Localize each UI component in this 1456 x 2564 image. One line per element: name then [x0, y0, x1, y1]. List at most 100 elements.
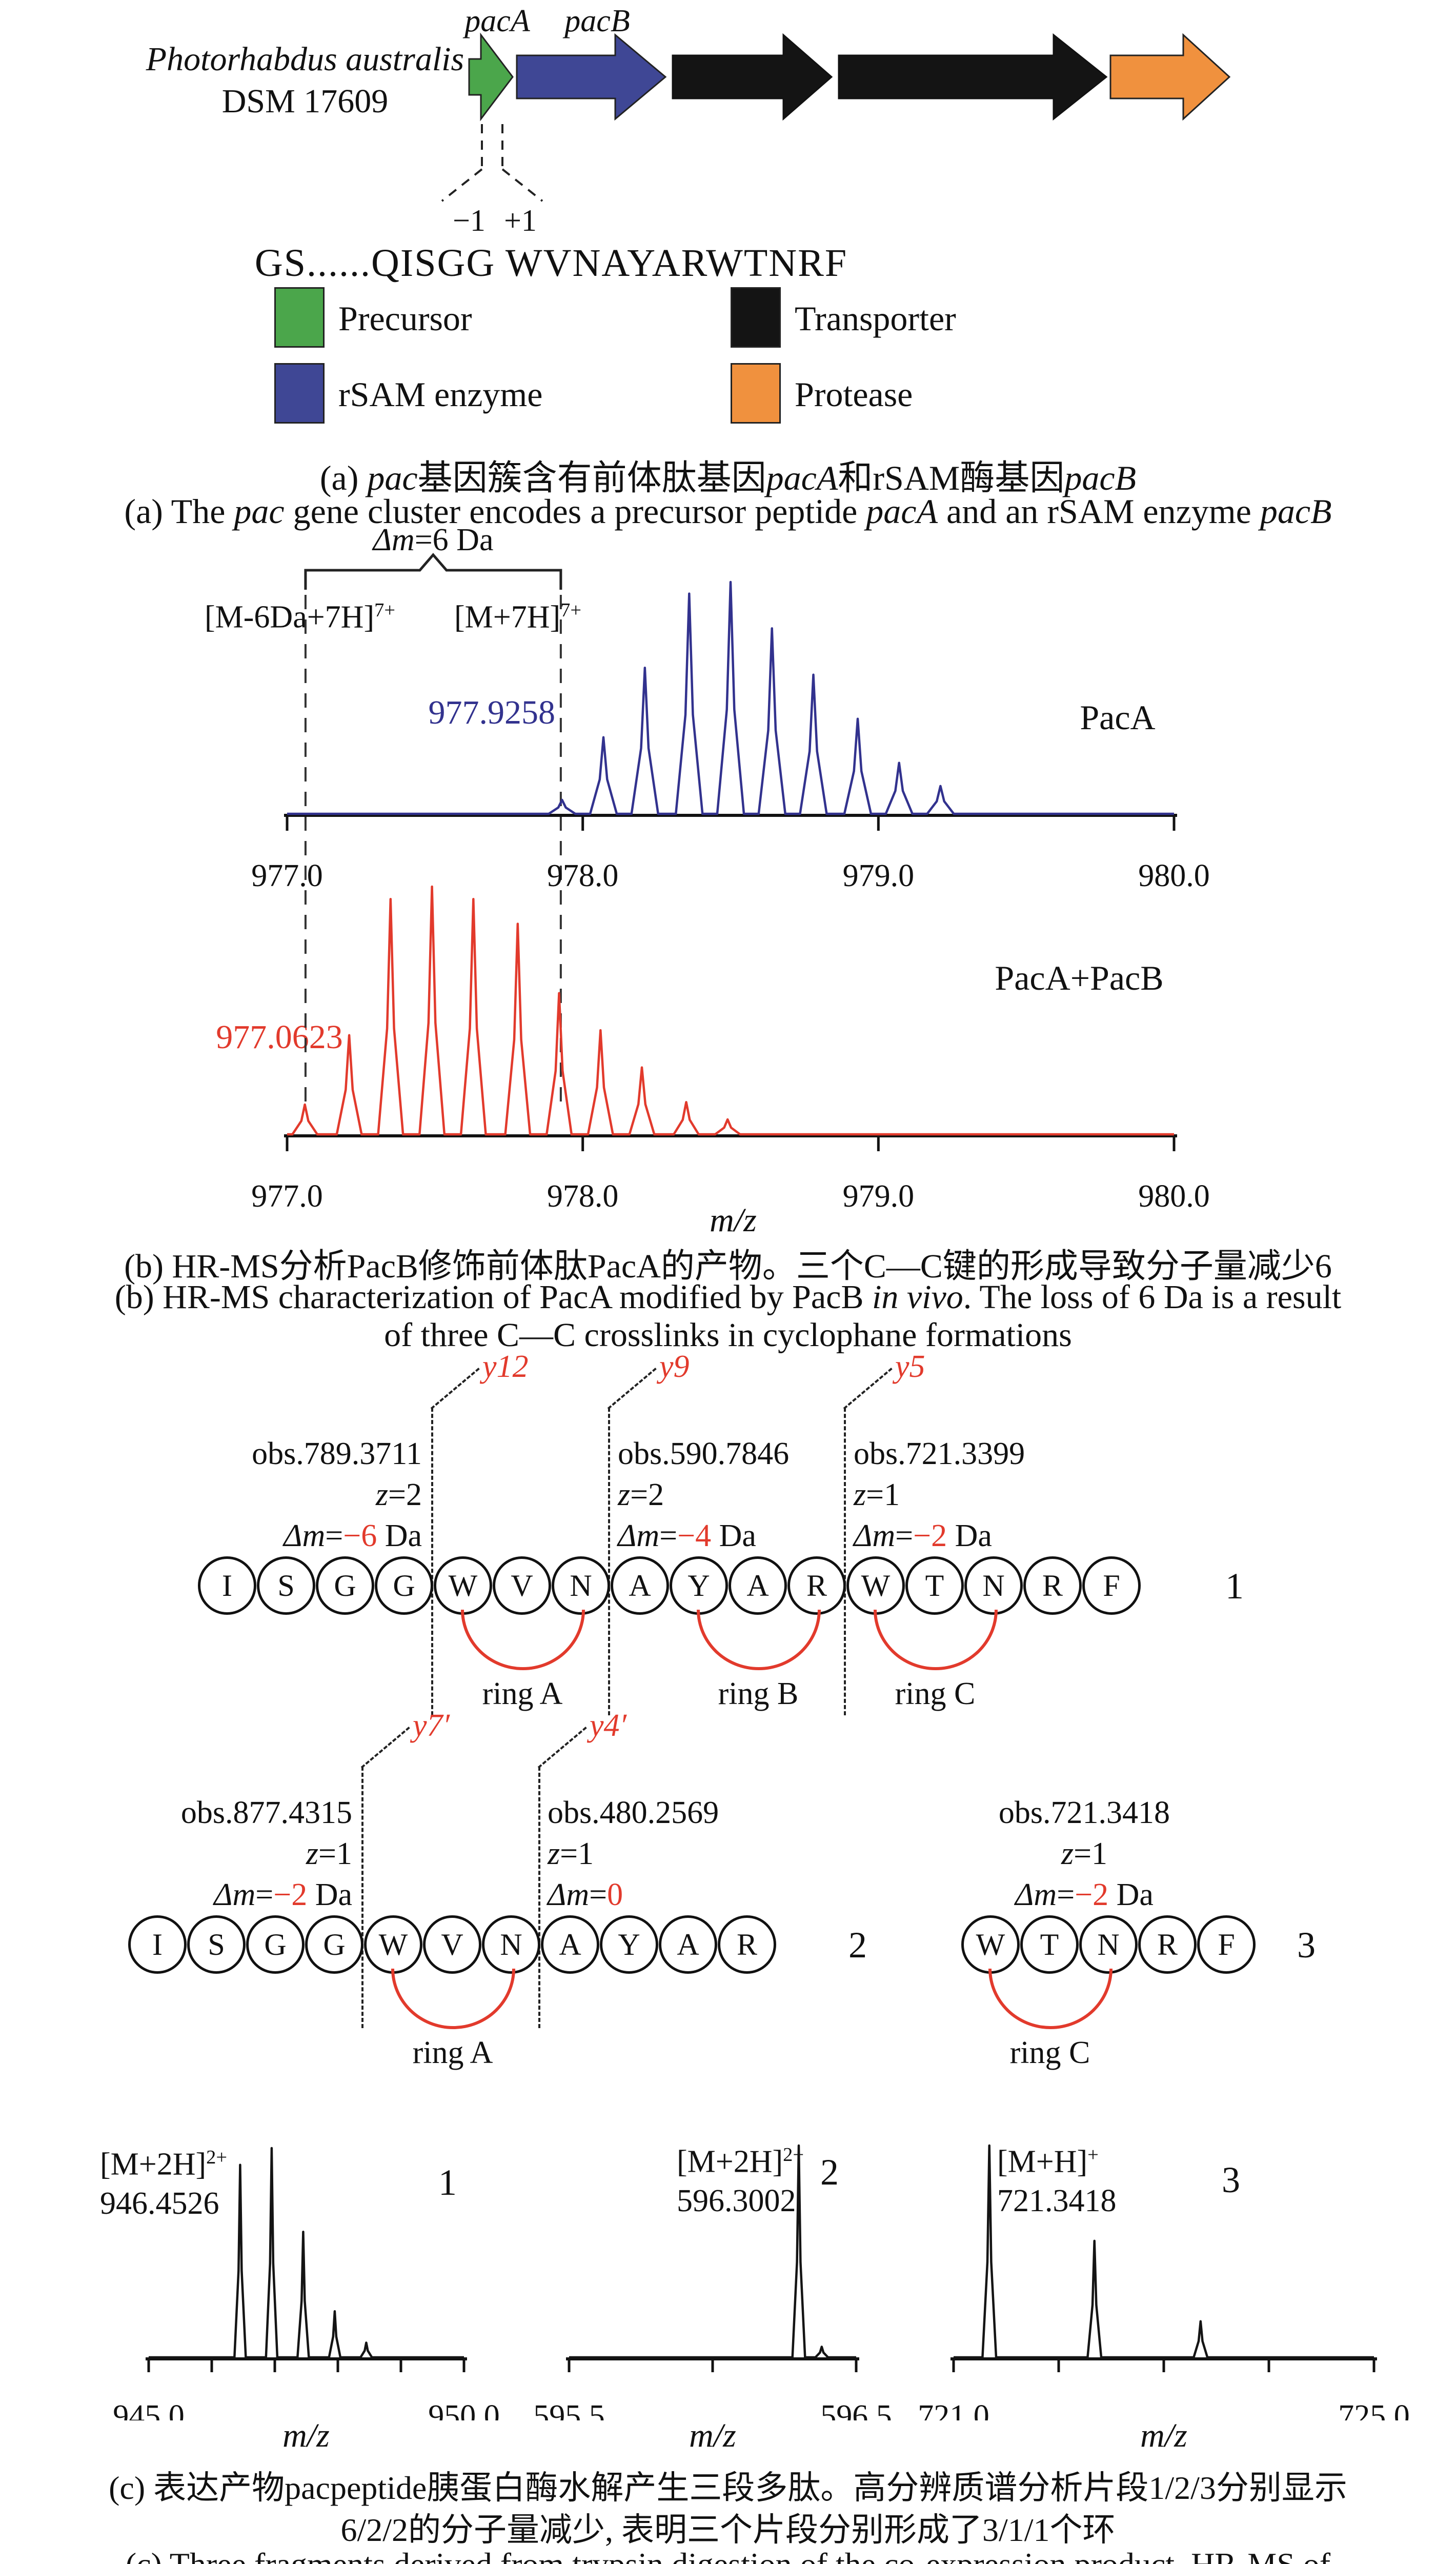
fragment1-annotation-y5: obs.721.3399 z=1 Δm=−2 Da	[854, 1436, 1025, 1553]
monoisotopic-value-pacA: 977.9258	[428, 694, 556, 731]
legend-label-precursor: Precursor	[338, 299, 472, 338]
series-label-pacA-pacB: PacA+PacB	[995, 958, 1164, 997]
fragment1-cut-slant-y9	[607, 1368, 657, 1410]
fragment2-annotation-y7: obs.877.4315 z=1 Δm=−2 Da	[180, 1795, 352, 1912]
fragment2-cut-label-y4: y4′	[590, 1708, 627, 1743]
ring-a-arc	[461, 1610, 585, 1670]
fragment1-cut-slant-y12	[430, 1368, 480, 1410]
residue: W	[364, 1915, 422, 1974]
cleavage-marker-plus1: +1	[504, 204, 537, 237]
fragment2-number: 2	[848, 1925, 867, 1966]
residue: R	[1023, 1556, 1082, 1615]
svg-text:596.5: 596.5	[820, 2399, 892, 2420]
fragment2-cut-slant-y4	[537, 1727, 587, 1769]
gene-arrow-transporter-2	[838, 33, 1108, 121]
residue: W	[434, 1556, 492, 1615]
fragment3-spectrum-number: 3	[1222, 2159, 1240, 2200]
fragment1-annotation-y12: obs.789.3711 z=2 Δm=−6 Da	[252, 1436, 422, 1553]
residue: V	[423, 1915, 481, 1974]
ring-c-arc	[874, 1610, 998, 1670]
residue: R	[1138, 1915, 1197, 1974]
legend-swatch-transporter	[731, 287, 781, 348]
legend-swatch-precursor	[274, 287, 325, 348]
caption-a-en: (a) The pac gene cluster encodes a precu…	[124, 492, 1332, 531]
fragment1-spectrum-number: 1	[438, 2162, 457, 2203]
ring-a-label: ring A	[482, 1676, 563, 1711]
fragment2-annotation-y4: obs.480.2569 z=1 Δm=0	[548, 1795, 719, 1912]
residue: F	[1197, 1915, 1256, 1974]
fragment3-mass-value: 721.3418	[997, 2184, 1117, 2218]
residue: G	[375, 1556, 433, 1615]
fragment2-cut-label-y7: y7′	[413, 1708, 450, 1743]
residue: R	[787, 1556, 846, 1615]
residue: S	[187, 1915, 246, 1974]
residue: G	[305, 1915, 363, 1974]
svg-text:979.0: 979.0	[843, 1179, 915, 1210]
delta-m-6da-label: Δm=6 Da	[373, 523, 494, 557]
fragment1-ion-label: [M+2H]2+	[100, 2147, 228, 2182]
residue: N	[482, 1915, 540, 1974]
legend-label-transporter: Transporter	[795, 299, 956, 338]
residue: A	[541, 1915, 599, 1974]
organism-name: Photorhabdus australis	[146, 41, 464, 78]
fragment1-cut-line-y12	[431, 1408, 433, 1715]
ring-c-label: ring C	[895, 1676, 976, 1711]
mz-axis-label-frag3: m/z	[1140, 2417, 1187, 2454]
fragment2-cut-line-y4	[538, 1767, 540, 2028]
fragment2-mass-value: 596.3002	[677, 2184, 796, 2218]
gene-label-pacA: pacA	[464, 4, 530, 38]
cleavage-dash-slant-left	[441, 168, 483, 202]
residue: A	[611, 1556, 669, 1615]
mz-axis-label-panel-b: m/z	[710, 1201, 757, 1239]
legend-label-protease: Protease	[795, 375, 913, 414]
gene-label-pacB: pacB	[564, 4, 630, 38]
mz-axis-label-frag1: m/z	[282, 2417, 330, 2454]
residue: Y	[600, 1915, 658, 1974]
fragment2-cut-line-y7	[361, 1767, 363, 2028]
residue: R	[718, 1915, 776, 1974]
gene-arrow-protease	[1109, 33, 1231, 121]
fragment3-ion-label: [M+H]+	[997, 2144, 1099, 2179]
caption-c-en-line1: (c) Three fragments derived from trypsin…	[0, 2546, 1456, 2564]
fragment1-cut-line-y5	[844, 1408, 846, 1715]
monoisotopic-value-pacA-pacB: 977.0623	[216, 1018, 343, 1056]
cleavage-marker-minus1: −1	[453, 204, 486, 237]
legend-label-rsam: rSAM enzyme	[338, 375, 543, 414]
ring-b-arc	[697, 1610, 821, 1670]
cleavage-dash-slant-right	[501, 168, 543, 202]
svg-text:725.0: 725.0	[1338, 2399, 1410, 2420]
fragment1-number: 1	[1225, 1566, 1244, 1607]
residue: F	[1082, 1556, 1141, 1615]
residue: Y	[670, 1556, 728, 1615]
fragment1-cut-label-y5: y5	[895, 1349, 925, 1384]
fragment2-ring-a-label: ring A	[412, 2035, 493, 2070]
ion-label-m-plus-7h: [M+7H]7+	[454, 599, 582, 635]
fragment1-annotation-y9: obs.590.7846 z=2 Δm=−4 Da	[618, 1436, 790, 1553]
caption-b-en-line1: (b) HR-MS characterization of PacA modif…	[114, 1278, 1342, 1316]
fragment3-annotation: obs.721.3418 z=1 Δm=−2 Da	[998, 1795, 1170, 1912]
gene-arrow-transporter-1	[672, 33, 833, 121]
residue: T	[1020, 1915, 1079, 1974]
caption-b-zh: (b) HR-MS分析PacB修饰前体肽PacA的产物。三个C—C键的形成导致分…	[124, 1248, 1332, 1285]
residue: N	[552, 1556, 610, 1615]
svg-text:950.0: 950.0	[428, 2399, 500, 2420]
ion-label-m-minus-6da: [M-6Da+7H]7+	[205, 599, 395, 635]
fragment1-mass-value: 946.4526	[100, 2186, 219, 2221]
svg-text:978.0: 978.0	[547, 1179, 619, 1210]
svg-text:978.0: 978.0	[547, 858, 619, 893]
residue: V	[493, 1556, 551, 1615]
svg-text:721.0: 721.0	[918, 2399, 989, 2420]
series-label-pacA: PacA	[1080, 698, 1156, 737]
fragment3-number: 3	[1297, 1925, 1316, 1966]
fragment2-ring-a-arc	[391, 1969, 515, 2029]
legend-swatch-protease	[731, 363, 781, 424]
fragment1-cut-line-y9	[608, 1408, 610, 1715]
residue: G	[246, 1915, 305, 1974]
gene-arrow-precursor	[468, 32, 514, 122]
residue: W	[961, 1915, 1020, 1974]
residue: I	[128, 1915, 187, 1974]
fragment2-cut-slant-y7	[360, 1727, 410, 1769]
fragment2-ion-label: [M+2H]2+	[677, 2144, 804, 2179]
fragment3-ring-c-label: ring C	[1009, 2035, 1090, 2070]
residue: I	[198, 1556, 256, 1615]
